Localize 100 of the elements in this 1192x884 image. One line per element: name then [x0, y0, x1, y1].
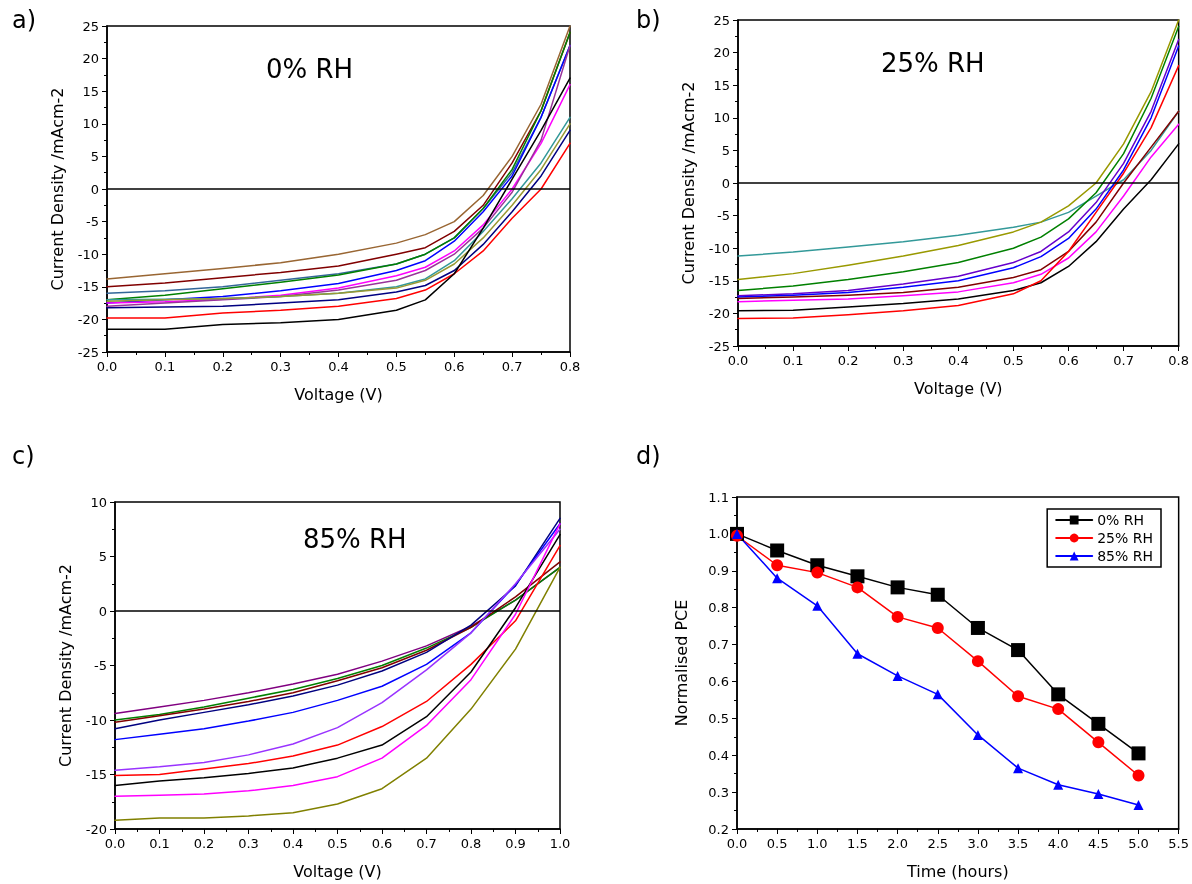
- text: b): [636, 6, 661, 34]
- y-tick-label: 5: [98, 549, 107, 564]
- x-tick-label: 0.7: [1113, 353, 1134, 368]
- point: [930, 587, 945, 602]
- y-tick-label: 0.9: [708, 563, 729, 579]
- x-tick-label: 0.1: [154, 359, 176, 374]
- legend-label: 25% RH: [1097, 530, 1154, 546]
- y-tick-label: 20: [713, 45, 730, 61]
- x-tick-label: 0.5: [386, 359, 407, 374]
- point: [1131, 746, 1146, 761]
- y-tick-label: -5: [86, 214, 99, 230]
- y-tick-label: 0.7: [708, 637, 729, 653]
- x-tick-label: 5.0: [1128, 836, 1149, 851]
- y-tick-label: 10: [713, 110, 730, 126]
- y-tick-label: 5: [721, 142, 730, 158]
- y-tick-label: 0: [721, 175, 730, 191]
- y-tick-label: 20: [82, 51, 99, 67]
- x-tick-label: 0.5: [766, 836, 788, 851]
- y-tick-label: -20: [85, 821, 107, 837]
- y-tick-label: 5: [90, 148, 99, 164]
- y-axis-title: Current Density /mAcm-2: [678, 81, 698, 285]
- x-axis-title: Time (hours): [905, 861, 1009, 881]
- point: [1133, 800, 1144, 811]
- y-tick-label: -5: [717, 208, 730, 224]
- x-tick-label: 3.0: [967, 836, 989, 851]
- x-tick-label: 0.8: [559, 359, 581, 374]
- y-tick-label: 1.0: [708, 526, 729, 542]
- x-tick-label: 0.3: [238, 836, 259, 851]
- y-tick-label: 25: [82, 18, 99, 34]
- x-tick-label: 1.0: [549, 836, 571, 851]
- x-tick-label: 0.4: [282, 836, 304, 851]
- y-tick-label: 0.5: [708, 710, 729, 726]
- point: [931, 621, 944, 634]
- point: [972, 729, 983, 740]
- x-tick-label: 0.3: [892, 353, 914, 368]
- point: [1053, 779, 1064, 790]
- y-tick-label: 25: [713, 12, 730, 28]
- x-tick-label: 0.8: [1168, 353, 1190, 368]
- y-tick-label: -20: [708, 305, 730, 321]
- y-tick-label: -10: [77, 246, 99, 262]
- x-tick-label: 1.5: [847, 836, 868, 851]
- point: [970, 620, 985, 635]
- text: 0% RH: [266, 54, 354, 85]
- point: [770, 543, 785, 558]
- x-tick-label: 4.0: [1047, 836, 1069, 851]
- x-tick-label: 0.5: [1003, 353, 1024, 368]
- x-axis-title: Voltage (V): [294, 384, 383, 404]
- x-tick-label: 1.0: [806, 836, 828, 851]
- point: [1132, 769, 1145, 782]
- point: [811, 566, 824, 579]
- y-tick-label: 0: [90, 181, 99, 197]
- text: d): [636, 442, 661, 470]
- point: [772, 573, 783, 584]
- x-tick-label: 0.0: [104, 836, 126, 851]
- point: [892, 670, 903, 681]
- x-tick-label: 0.6: [371, 836, 393, 851]
- x-tick-label: 4.5: [1088, 836, 1109, 851]
- x-tick-label: 0.8: [460, 836, 482, 851]
- y-tick-label: -25: [77, 344, 99, 360]
- x-tick-label: 2.5: [927, 836, 949, 851]
- point: [890, 580, 905, 595]
- x-tick-label: 0.2: [212, 359, 234, 374]
- y-tick-label: 15: [713, 77, 730, 93]
- y-tick-label: -25: [708, 338, 730, 354]
- y-tick-label: -15: [77, 279, 99, 295]
- y-tick-label: 1.1: [708, 489, 729, 505]
- x-tick-label: 0.7: [416, 836, 437, 851]
- x-tick-label: 0.2: [193, 836, 215, 851]
- x-tick-label: 0.1: [149, 836, 170, 851]
- y-tick-label: 0: [98, 603, 107, 619]
- y-tick-label: -5: [94, 658, 107, 673]
- point: [1013, 763, 1024, 774]
- x-tick-label: 0.7: [501, 359, 523, 374]
- x-tick-label: 0.0: [727, 353, 749, 368]
- x-tick-label: 0.4: [328, 359, 349, 374]
- point: [1011, 643, 1026, 658]
- y-axis-title: Current Density /mAcm-2: [47, 87, 67, 291]
- x-axis-title: Voltage (V): [293, 861, 382, 881]
- y-tick-label: -10: [708, 240, 730, 256]
- point: [850, 569, 865, 584]
- text: 25% RH: [881, 48, 985, 79]
- legend-label: 0% RH: [1097, 512, 1145, 528]
- y-tick-label: -15: [708, 273, 730, 289]
- y-tick-label: 0.4: [708, 747, 729, 763]
- x-axis-title: Voltage (V): [914, 378, 1003, 398]
- y-tick-label: -10: [85, 712, 107, 728]
- point: [852, 648, 863, 659]
- point: [1092, 736, 1105, 749]
- x-tick-label: 0.9: [505, 836, 526, 851]
- x-tick-label: 3.5: [1007, 836, 1029, 851]
- legend-label: 85% RH: [1097, 548, 1154, 564]
- x-tick-label: 0.1: [782, 353, 804, 368]
- y-axis-title: Normalised PCE: [671, 599, 691, 727]
- text: c): [12, 442, 35, 470]
- x-tick-label: 0.0: [96, 359, 118, 374]
- y-tick-label: -20: [77, 311, 99, 327]
- point: [1052, 703, 1065, 716]
- y-tick-label: 10: [90, 494, 107, 510]
- y-tick-label: 10: [82, 116, 99, 132]
- text: a): [12, 6, 37, 34]
